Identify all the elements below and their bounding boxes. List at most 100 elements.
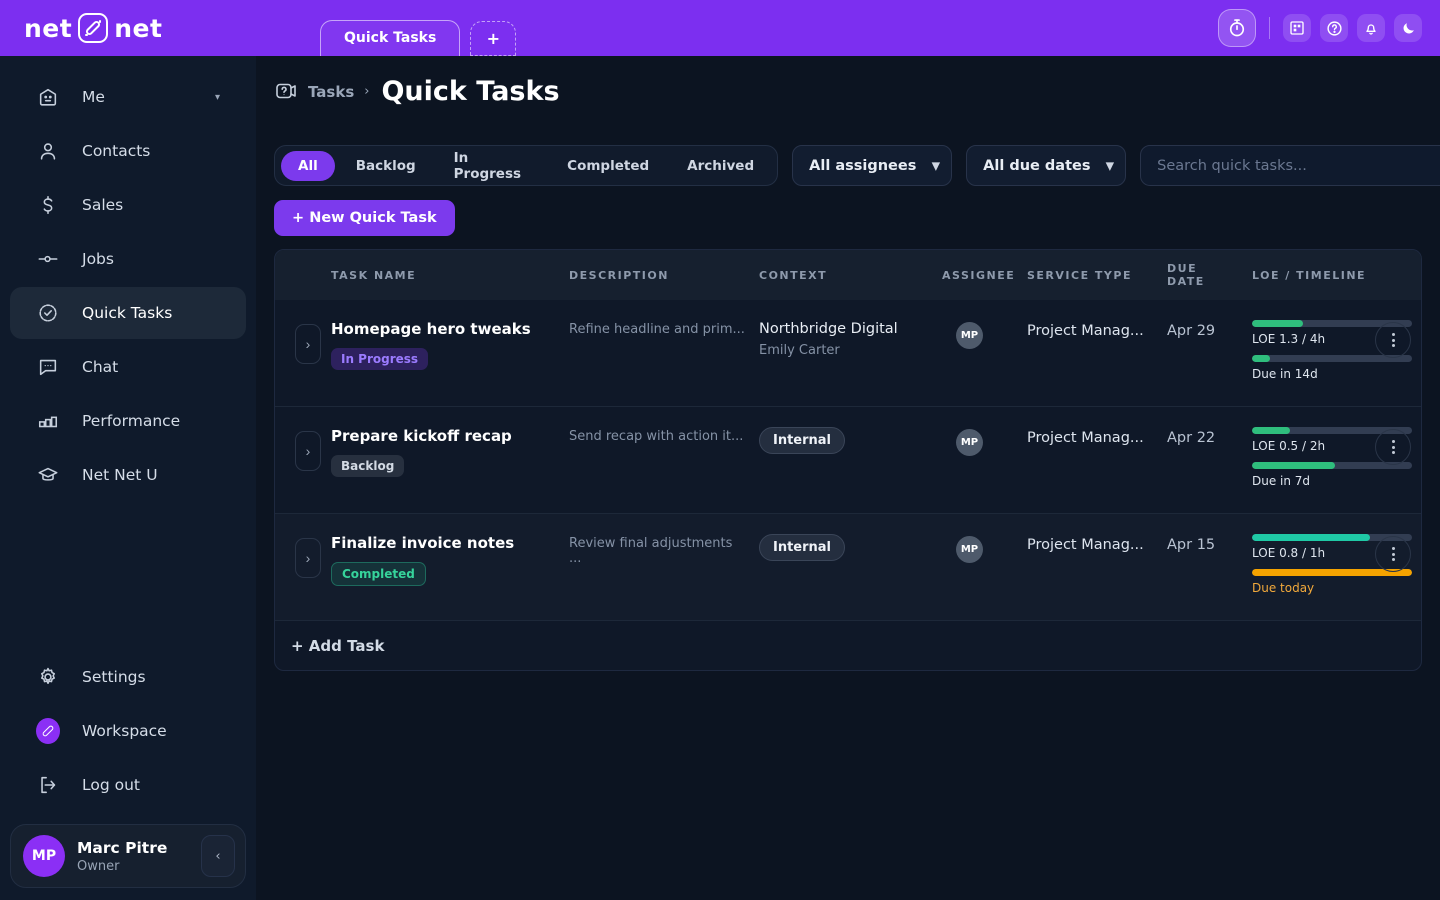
sidebar-item-logout[interactable]: Log out [10, 759, 246, 811]
column-service-type: Service Type [1027, 268, 1132, 282]
table-header: Task Name Description Context Assignee S… [275, 250, 1421, 300]
filter-tab-archived[interactable]: Archived [687, 157, 755, 174]
assignee-filter-select[interactable]: All assignees [792, 145, 953, 186]
sidebar-item-quick-tasks[interactable]: Quick Tasks [10, 287, 246, 339]
sidebar-label: Net Net U [82, 466, 158, 484]
sidebar-item-net-net-u[interactable]: Net Net U [10, 449, 246, 501]
due-date: Apr 29 [1167, 323, 1216, 339]
status-badge: Completed [331, 562, 426, 586]
sidebar-item-chat[interactable]: Chat [10, 341, 246, 393]
badge-check-icon [36, 301, 60, 325]
assignee-avatar[interactable]: MP [956, 536, 983, 563]
table-footer: + Add Task [275, 620, 1421, 670]
expand-row-button[interactable]: › [295, 431, 321, 471]
chat-bubble-icon [36, 355, 60, 379]
workspace-tabstrip: Quick Tasks + [320, 20, 517, 56]
gear-icon [36, 665, 60, 689]
netnet-logo[interactable]: net net [24, 13, 162, 43]
bar-chart-icon [36, 409, 60, 433]
tasks-table: Task Name Description Context Assignee S… [274, 249, 1422, 671]
due-date: Apr 22 [1167, 430, 1216, 446]
row-menu-button[interactable] [1375, 322, 1411, 358]
person-icon [36, 139, 60, 163]
context-badge: Internal [759, 427, 846, 454]
context-contact: Emily Carter [759, 343, 840, 358]
sidebar-item-jobs[interactable]: Jobs [10, 233, 246, 285]
timeline-label: Due in 14d [1252, 367, 1318, 381]
dark-mode-button[interactable] [1394, 14, 1422, 42]
column-task-name: Task Name [331, 268, 417, 282]
filter-tab-all[interactable]: All [281, 150, 335, 181]
filter-tab-in-progress[interactable]: In Progress [453, 149, 522, 182]
search-input[interactable] [1140, 145, 1440, 186]
loe-label: LOE 0.5 / 2h [1252, 439, 1326, 453]
help-button[interactable] [1320, 14, 1348, 42]
sidebar-label: Jobs [82, 250, 114, 268]
sidebar-item-sales[interactable]: Sales [10, 179, 246, 231]
stopwatch-icon [1229, 19, 1245, 37]
expand-row-button[interactable]: › [295, 324, 321, 364]
profile-role: Owner [77, 858, 120, 874]
sidebar-collapse-button[interactable]: ‹ [201, 835, 235, 877]
service-type: Project Manag... [1027, 537, 1144, 553]
table-row[interactable]: › Finalize invoice notes Completed Revie… [275, 513, 1421, 620]
breadcrumb-parent[interactable]: Tasks [308, 82, 355, 101]
task-description: Review final adjustments ... [569, 536, 733, 566]
notifications-button[interactable] [1357, 14, 1385, 42]
context-badge: Internal [759, 534, 846, 561]
table-row[interactable]: › Prepare kickoff recap Backlog Send rec… [275, 406, 1421, 513]
status-filter-group: All Backlog In Progress Completed Archiv… [274, 145, 779, 186]
timeline-label: Due today [1252, 581, 1315, 595]
task-description: Send recap with action it... [569, 429, 744, 444]
timeline-progress-bar [1252, 462, 1412, 469]
page-title: Quick Tasks [381, 76, 560, 107]
sidebar-item-settings[interactable]: Settings [10, 651, 246, 703]
filter-row: All Backlog In Progress Completed Archiv… [274, 145, 1440, 186]
filter-tab-completed[interactable]: Completed [567, 157, 650, 174]
table-row[interactable]: › Homepage hero tweaks In Progress Refin… [275, 300, 1421, 406]
column-due-date: Due Date [1167, 262, 1205, 288]
sidebar-item-contacts[interactable]: Contacts [10, 125, 246, 177]
logo-text-right: net [114, 13, 163, 43]
context-company[interactable]: Northbridge Digital [759, 321, 898, 337]
breadcrumb: Tasks › Quick Tasks [274, 76, 1440, 107]
sidebar-item-me[interactable]: Me ▾ [10, 71, 246, 123]
node-line-icon [36, 247, 60, 271]
task-name[interactable]: Homepage hero tweaks [331, 320, 531, 338]
topbar-separator [1269, 17, 1270, 39]
assignee-avatar[interactable]: MP [956, 322, 983, 349]
tab-quick-tasks[interactable]: Quick Tasks [320, 20, 461, 56]
help-tooltip-icon [276, 83, 296, 98]
due-date-filter-select[interactable]: All due dates [966, 145, 1127, 186]
profile-card[interactable]: MP Marc Pitre Owner ‹ [10, 824, 246, 888]
status-badge: Backlog [331, 455, 405, 477]
sidebar-label: Performance [82, 412, 181, 430]
dollar-icon [36, 193, 60, 217]
chevron-down-icon[interactable]: ▾ [214, 91, 220, 103]
logo-text-left: net [24, 13, 73, 43]
sidebar-item-workspace[interactable]: Workspace [10, 705, 246, 757]
sidebar-item-performance[interactable]: Performance [10, 395, 246, 447]
column-assignee: Assignee [942, 268, 1016, 282]
avatar: MP [23, 835, 65, 877]
add-tab-button[interactable]: + [470, 21, 517, 56]
task-name[interactable]: Prepare kickoff recap [331, 427, 512, 445]
timer-button[interactable] [1218, 9, 1256, 47]
assignee-avatar[interactable]: MP [956, 429, 983, 456]
topbar-actions [1218, 9, 1440, 47]
filter-tab-backlog[interactable]: Backlog [355, 157, 416, 174]
column-description: Description [569, 268, 669, 282]
expand-row-button[interactable]: › [295, 538, 321, 578]
ai-grid-button[interactable] [1283, 14, 1311, 42]
topbar: net net Quick Tasks + [0, 0, 1440, 56]
row-menu-button[interactable] [1375, 429, 1411, 465]
row-menu-button[interactable] [1375, 536, 1411, 572]
sidebar-label: Settings [82, 668, 146, 686]
home-face-icon [36, 85, 60, 109]
new-quick-task-button[interactable]: + New Quick Task [274, 200, 455, 236]
task-name[interactable]: Finalize invoice notes [331, 534, 515, 552]
service-type: Project Manag... [1027, 430, 1144, 446]
service-type: Project Manag... [1027, 323, 1144, 339]
add-task-button[interactable]: + Add Task [291, 637, 385, 655]
timeline-progress-bar [1252, 569, 1412, 576]
